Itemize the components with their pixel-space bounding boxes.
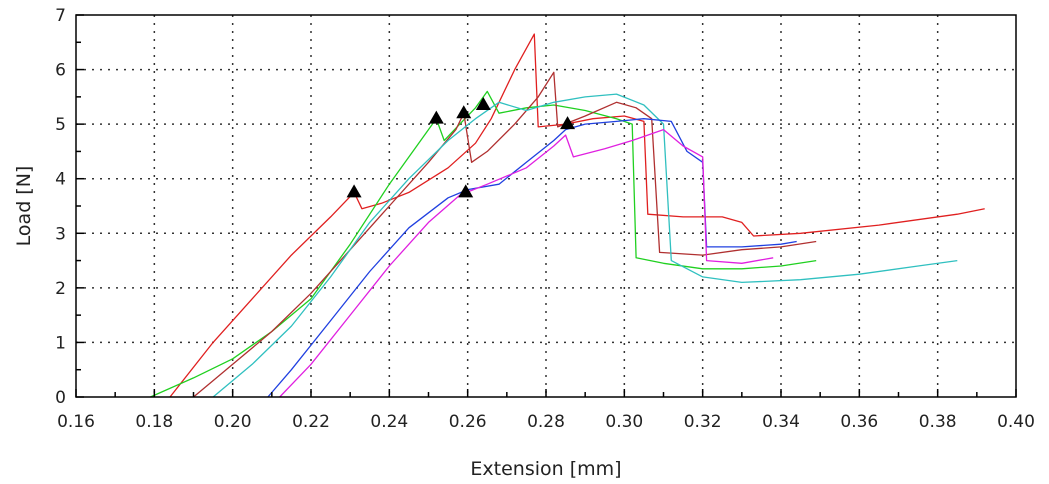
- x-tick-label: 0.34: [762, 412, 800, 432]
- triangle-marker: [475, 97, 491, 111]
- series-line-5: [267, 118, 797, 398]
- triangle-marker: [346, 184, 362, 198]
- triangle-marker: [428, 110, 444, 124]
- x-tick-label: 0.40: [997, 412, 1035, 432]
- axis-ticks: [75, 14, 1017, 398]
- x-axis-title: Extension [mm]: [470, 458, 621, 480]
- x-tick-label: 0.30: [605, 412, 643, 432]
- x-tick-label: 0.20: [214, 412, 252, 432]
- x-tick-label: 0.26: [449, 412, 487, 432]
- y-tick-label: 7: [55, 6, 66, 26]
- y-axis-title: Load [N]: [13, 166, 35, 247]
- y-tick-labels: 0 1 2 3 4 5 6 7: [55, 6, 66, 408]
- grid: [76, 15, 1016, 397]
- y-tick-label: 3: [55, 224, 66, 244]
- x-tick-label: 0.32: [684, 412, 722, 432]
- series-lines: [150, 33, 985, 398]
- series-line-6: [279, 128, 774, 398]
- triangle-marker: [560, 116, 576, 130]
- triangle-marker: [456, 105, 472, 119]
- triangle-marker: [458, 184, 474, 198]
- y-tick-label: 4: [55, 170, 66, 190]
- x-tick-label: 0.38: [919, 412, 957, 432]
- x-tick-label: 0.24: [370, 412, 408, 432]
- x-tick-label: 0.18: [135, 412, 173, 432]
- x-tick-label: 0.22: [292, 412, 330, 432]
- x-tick-label: 0.36: [840, 412, 878, 432]
- x-tick-label: 0.28: [527, 412, 565, 432]
- series-line-3: [193, 71, 817, 398]
- y-tick-label: 6: [55, 61, 66, 81]
- x-tick-labels: 0.16 0.18 0.20 0.22 0.24 0.26 0.28 0.30 0.32 0.34…: [57, 412, 1035, 432]
- series-line-4: [212, 93, 958, 398]
- y-tick-label: 1: [55, 333, 66, 353]
- x-tick-label: 0.16: [57, 412, 95, 432]
- series-line-2: [150, 90, 817, 398]
- y-tick-label: 0: [55, 388, 66, 408]
- y-tick-label: 5: [55, 115, 66, 135]
- failure-markers: [346, 97, 576, 198]
- y-tick-label: 2: [55, 279, 66, 299]
- series-line-1: [169, 33, 985, 398]
